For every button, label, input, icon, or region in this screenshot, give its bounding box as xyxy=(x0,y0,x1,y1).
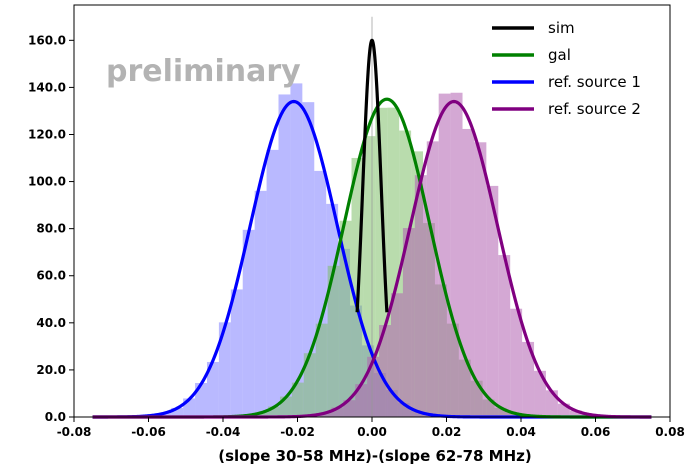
histogram-bar xyxy=(290,83,303,417)
x-tick-label: -0.06 xyxy=(131,425,166,439)
histogram-bar xyxy=(256,412,269,417)
histogram-bar xyxy=(268,406,280,417)
histogram-bar xyxy=(303,353,316,417)
histogram-bar xyxy=(510,308,523,417)
histogram-bar xyxy=(315,323,328,417)
histogram-bar xyxy=(387,107,400,417)
histogram-bar xyxy=(327,265,340,417)
histogram-bar xyxy=(367,356,380,417)
histogram-bar xyxy=(474,142,487,418)
histogram-bar xyxy=(278,94,291,418)
histogram-bar xyxy=(314,170,327,417)
preliminary-annotation: preliminary xyxy=(106,54,301,89)
histogram-bar xyxy=(230,289,243,417)
axes: 0.020.040.060.080.0100.0120.0140.0160.0-… xyxy=(28,4,685,439)
legend-label: ref. source 2 xyxy=(548,100,641,118)
x-tick-label: 0.00 xyxy=(357,425,387,439)
histogram-bar xyxy=(171,407,184,417)
histogram-bar xyxy=(438,93,451,418)
histogram-bar xyxy=(343,400,356,417)
histogram-bar xyxy=(450,92,463,418)
legend: sim gal ref. source 1 ref. source 2 xyxy=(492,19,641,118)
histogram-bar xyxy=(379,325,391,417)
histogram-bar xyxy=(331,407,344,417)
legend-label: ref. source 1 xyxy=(548,73,641,91)
curve-sim xyxy=(355,38,389,313)
x-tick-label: -0.02 xyxy=(280,425,315,439)
x-tick-label: 0.04 xyxy=(506,425,536,439)
histogram-bars xyxy=(159,16,594,418)
y-tick-label: 140.0 xyxy=(28,80,66,94)
histogram-bar xyxy=(557,403,570,417)
histogram-bar xyxy=(266,149,279,417)
histogram-bar xyxy=(522,341,535,417)
histogram-bar xyxy=(291,382,304,417)
histogram-bar xyxy=(498,255,511,417)
x-tick-label: 0.02 xyxy=(432,425,462,439)
histogram-bar xyxy=(363,136,376,417)
y-tick-label: 160.0 xyxy=(28,33,66,47)
y-tick-label: 0.0 xyxy=(45,410,66,424)
y-tick-label: 80.0 xyxy=(36,222,66,236)
histogram-bar xyxy=(302,102,315,418)
histogram-bar xyxy=(206,361,219,417)
legend-label: gal xyxy=(548,46,571,64)
histogram-bar xyxy=(426,141,439,417)
y-tick-label: 40.0 xyxy=(36,316,66,330)
histogram-bar xyxy=(339,220,352,417)
histogram-bar xyxy=(195,382,207,417)
y-tick-label: 60.0 xyxy=(36,269,66,283)
x-tick-label: 0.06 xyxy=(581,425,611,439)
histogram-bar xyxy=(254,190,267,417)
histogram-bar xyxy=(402,228,415,417)
x-axis-label: (slope 30-58 MHz)-(slope 62-78 MHz) xyxy=(218,447,531,465)
legend-label: sim xyxy=(548,19,575,37)
histogram-bar xyxy=(355,384,368,417)
sim-histogram-bar xyxy=(371,16,373,418)
histogram-bar xyxy=(319,412,332,417)
y-tick-label: 100.0 xyxy=(28,175,66,189)
x-tick-label: -0.08 xyxy=(57,425,92,439)
histogram-bar xyxy=(375,107,388,418)
x-tick-label: 0.08 xyxy=(655,425,685,439)
histogram-bar xyxy=(183,398,196,417)
x-tick-label: -0.04 xyxy=(206,425,241,439)
histogram-bar xyxy=(391,293,403,417)
y-tick-label: 20.0 xyxy=(36,363,66,377)
y-tick-label: 120.0 xyxy=(28,127,66,141)
histogram-bar xyxy=(486,185,499,417)
histogram-bar xyxy=(569,410,582,417)
histogram-bar xyxy=(159,412,172,417)
histogram-bar xyxy=(218,322,231,417)
histogram-bar xyxy=(414,175,427,417)
histogram-bar xyxy=(242,229,255,417)
histogram-bar xyxy=(279,396,292,417)
histogram-bar xyxy=(545,390,558,417)
histogram-bar xyxy=(534,370,546,417)
histogram-bar xyxy=(462,128,475,417)
